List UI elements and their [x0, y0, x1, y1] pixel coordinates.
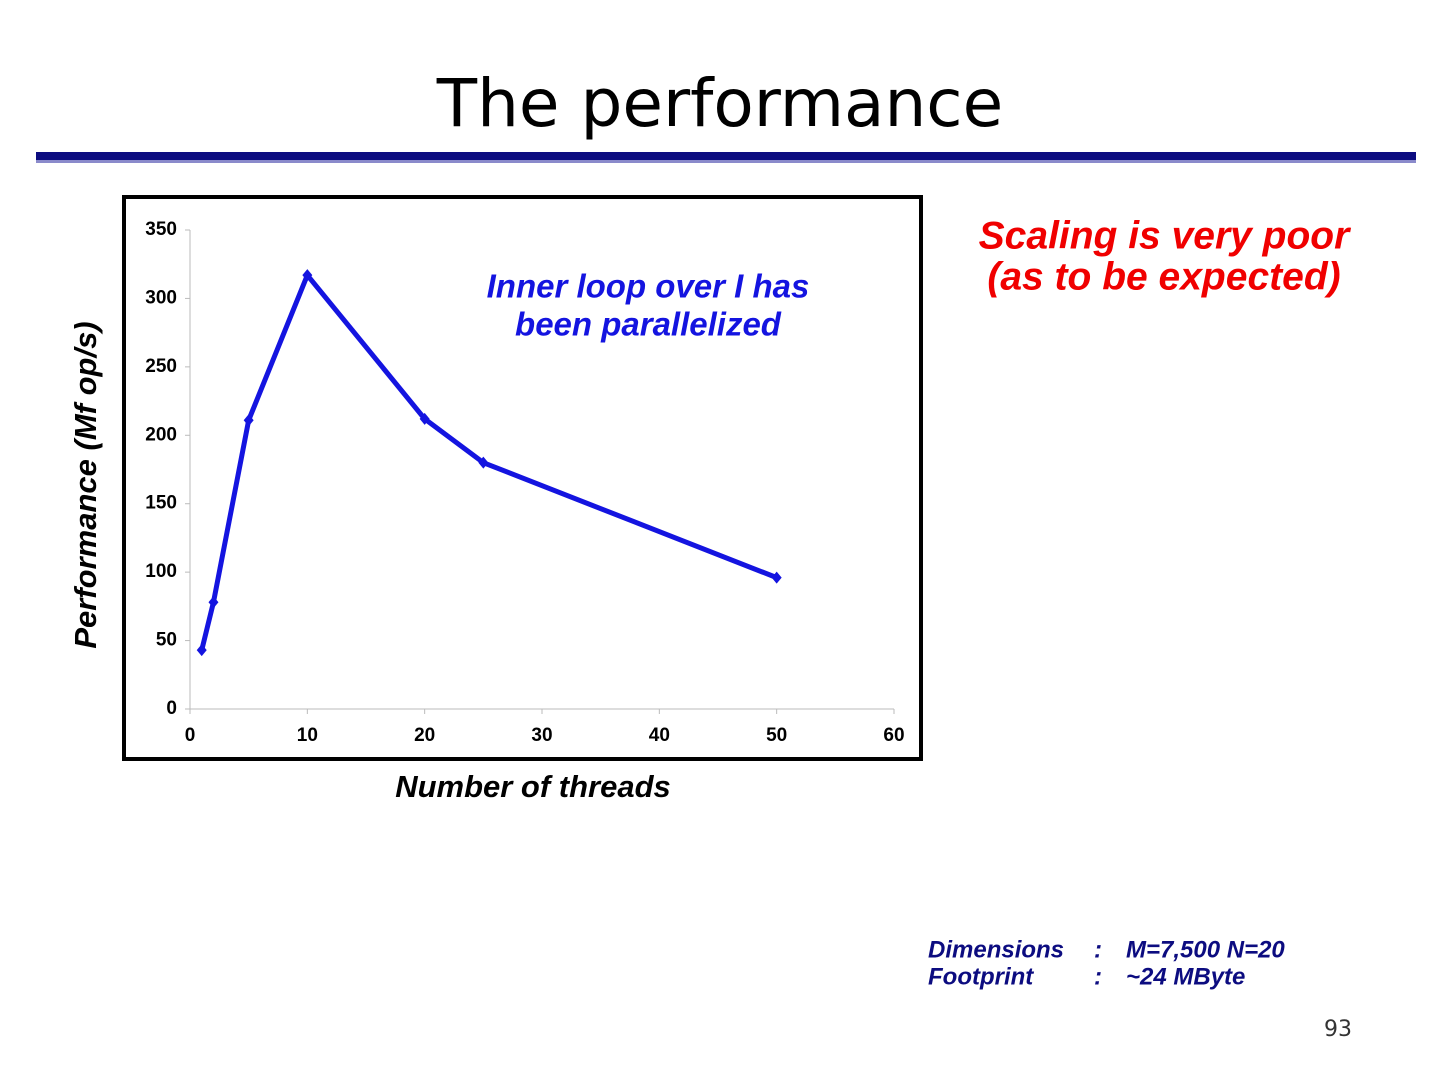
data-point: [208, 596, 219, 609]
spec-separator: :: [1094, 936, 1102, 963]
y-tick-label: 100: [145, 561, 177, 582]
y-tick-label: 350: [145, 219, 177, 240]
x-tick-label: 50: [766, 725, 787, 746]
title-rule: [36, 152, 1416, 160]
page-number: 93: [1324, 1017, 1352, 1042]
y-tick-label: 250: [145, 356, 177, 377]
x-tick-label: 10: [297, 725, 318, 746]
y-tick-label: 150: [145, 493, 177, 514]
y-tick-label: 0: [166, 698, 177, 719]
spec-value: ~24 MByte: [1126, 963, 1245, 990]
title-rule-shadow: [36, 160, 1416, 163]
chart: 0 50 100 150 200 250 300 350 0 10 20 30 40 50 60 Number…: [68, 219, 904, 804]
chart-annotation: Inner loop over I has: [487, 268, 810, 305]
spec-separator: :: [1094, 963, 1102, 990]
spec-value: M=7,500 N=20: [1126, 936, 1285, 963]
x-tick-label: 0: [185, 725, 196, 746]
notes: Scaling is very poor(as to be expected) D…: [928, 214, 1352, 1042]
x-tick-label: 40: [649, 725, 670, 746]
note: Scaling is very poor: [979, 214, 1351, 257]
data-point: [196, 644, 207, 657]
x-tick-label: 60: [883, 725, 904, 746]
x-axis-label: Number of threads: [395, 769, 671, 804]
x-tick-label: 30: [531, 725, 552, 746]
y-axis-label: Performance (Mf op/s): [68, 321, 103, 648]
chart-annotation: been parallelized: [515, 306, 782, 343]
y-tick-label: 50: [156, 630, 177, 651]
spec-label: Footprint: [928, 963, 1034, 990]
data-point: [243, 414, 254, 427]
spec-label: Dimensions: [928, 936, 1064, 963]
slide-title: The performance: [436, 65, 1003, 142]
y-tick-label: 200: [145, 424, 177, 445]
data-point: [419, 412, 430, 425]
data-point: [478, 456, 489, 469]
note: (as to be expected): [987, 255, 1340, 298]
x-tick-label: 20: [414, 725, 435, 746]
data-point: [302, 269, 313, 282]
y-tick-label: 300: [145, 287, 177, 308]
data-point: [771, 571, 782, 584]
